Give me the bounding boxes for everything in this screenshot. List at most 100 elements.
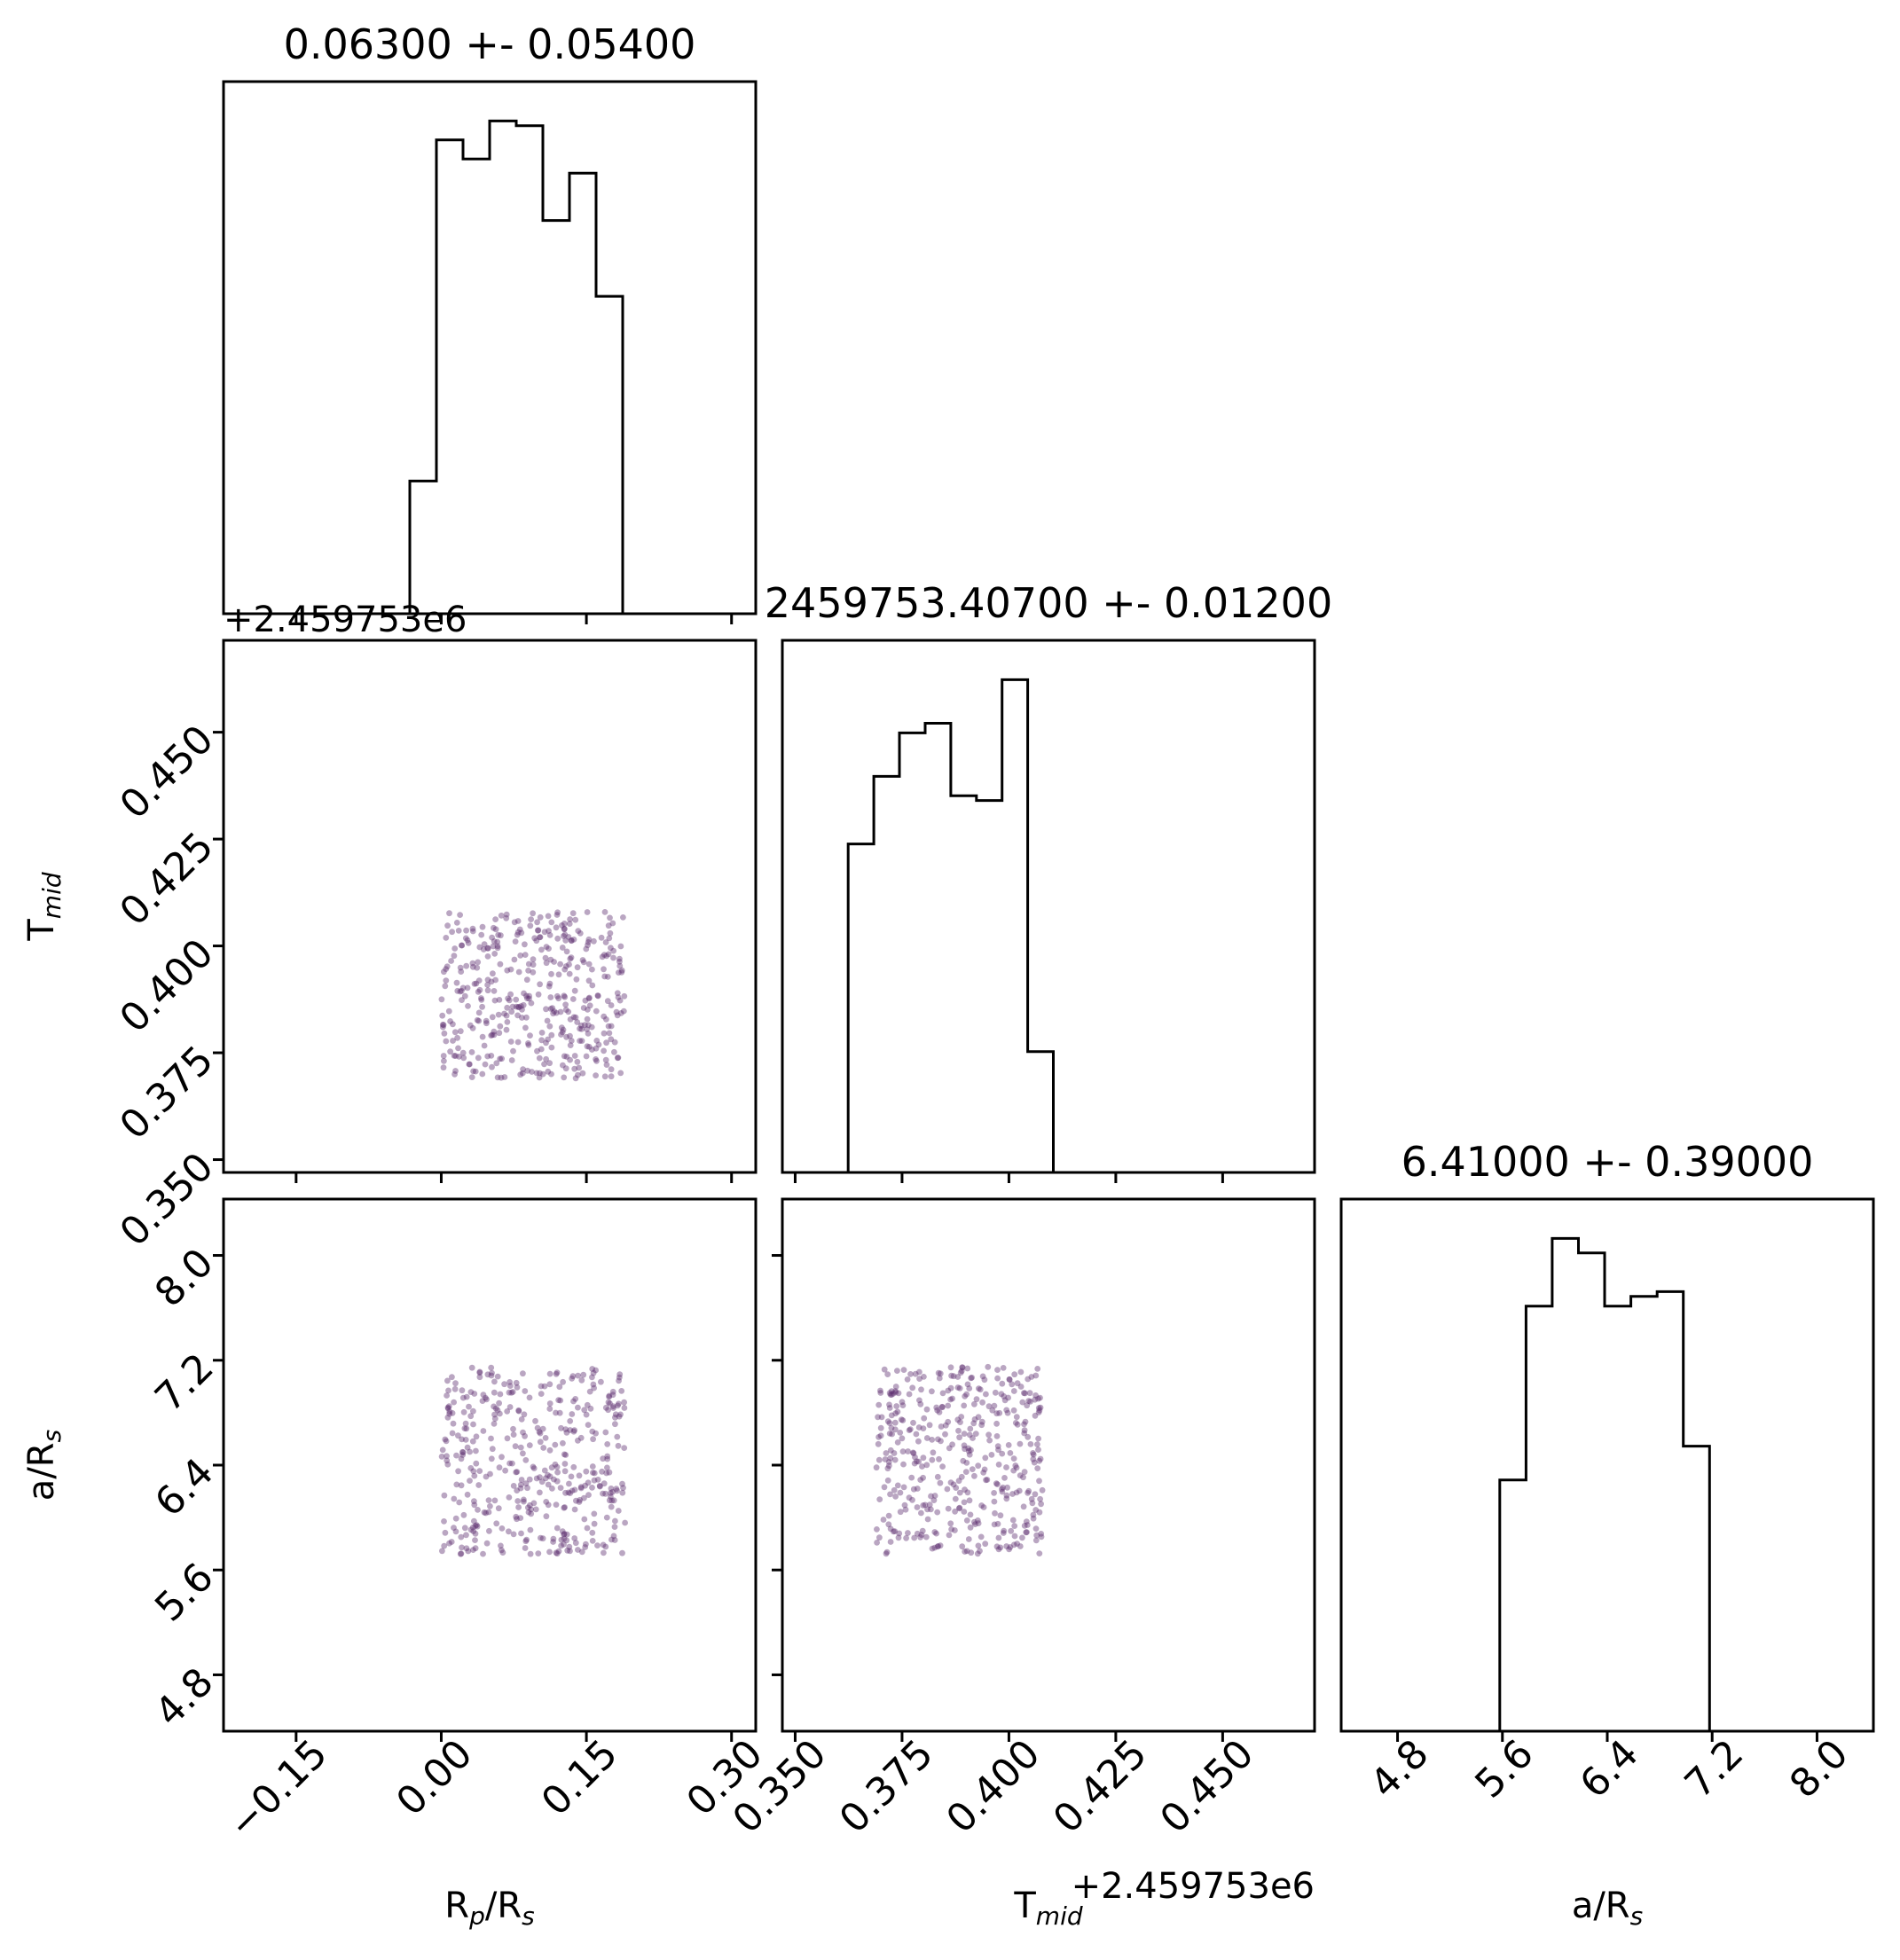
scatter-point: [468, 1364, 475, 1371]
scatter-point: [907, 1426, 914, 1432]
scatter-point: [929, 1545, 936, 1552]
scatter-point: [968, 1549, 975, 1556]
scatter-point: [888, 1412, 895, 1419]
scatter-point: [593, 1045, 600, 1052]
scatter-point: [611, 1537, 618, 1543]
scatter-point: [608, 1073, 615, 1080]
scatter-point: [962, 1446, 968, 1453]
scatter-point: [949, 1395, 955, 1402]
scatter-point: [444, 1392, 450, 1399]
scatter-point: [1009, 1491, 1016, 1497]
scatter-point: [952, 1495, 959, 1502]
scatter-point: [557, 1397, 564, 1404]
scatter-point: [937, 1479, 944, 1486]
scatter-point: [1021, 1469, 1028, 1476]
scatter-point: [614, 1012, 621, 1019]
scatter-point: [899, 1435, 906, 1442]
scatter-point: [484, 1053, 491, 1060]
scatter-point: [495, 1505, 502, 1512]
y-tick-label: 8.0: [146, 1240, 223, 1316]
scatter-point: [484, 1371, 491, 1378]
scatter-point: [923, 1435, 930, 1441]
scatter-point: [518, 1416, 525, 1423]
scatter-point: [962, 1548, 969, 1555]
scatter-point: [470, 1068, 476, 1075]
scatter-point: [1032, 1507, 1040, 1513]
scatter-point: [606, 1497, 613, 1504]
scatter-point: [936, 1409, 943, 1415]
scatter-point: [543, 1006, 549, 1013]
scatter-point: [530, 968, 537, 976]
scatter-point: [561, 1504, 568, 1511]
scatter-point: [567, 1418, 574, 1424]
scatter-point: [506, 1460, 513, 1467]
scatter-point: [473, 1433, 480, 1440]
scatter-point: [480, 1392, 487, 1399]
scatter-point: [469, 928, 476, 935]
scatter-point: [579, 957, 586, 963]
scatter-point: [972, 1521, 978, 1527]
scatter-point: [1026, 1390, 1033, 1397]
scatter-point: [566, 921, 573, 927]
scatter-point: [474, 1523, 481, 1530]
scatter-point: [1032, 1396, 1039, 1403]
scatter-point: [978, 1502, 985, 1509]
scatter-point: [514, 918, 522, 924]
scatter-point: [504, 1435, 511, 1442]
scatter-point: [933, 1404, 940, 1411]
scatter-point: [991, 1402, 998, 1409]
scatter-point: [882, 1456, 889, 1462]
scatter-point: [510, 1531, 517, 1538]
scatter-point: [561, 992, 568, 1000]
scatter-point: [619, 1549, 625, 1556]
scatter-point: [616, 958, 623, 965]
scatter-point: [456, 1054, 462, 1060]
scatter-point: [583, 1053, 590, 1060]
scatter-point: [451, 1029, 459, 1036]
scatter-point: [603, 953, 610, 960]
scatter-point: [972, 1431, 979, 1437]
scatter-point: [1001, 1527, 1008, 1534]
scatter-point: [591, 1510, 598, 1517]
scatter-point: [459, 1394, 467, 1401]
scatter-point: [561, 925, 568, 932]
scatter-point: [1010, 1541, 1017, 1548]
scatter-point: [1028, 1374, 1035, 1380]
scatter-point: [498, 1542, 504, 1549]
scatter-point: [1036, 1550, 1043, 1556]
scatter-point: [472, 1068, 479, 1075]
scatter-point: [481, 1509, 488, 1516]
scatter-point: [954, 1416, 962, 1423]
scatter-point: [947, 1520, 954, 1527]
scatter-point: [610, 947, 616, 954]
scatter-point: [512, 938, 519, 945]
scatter-point: [914, 1486, 921, 1492]
scatter-point: [489, 1014, 496, 1021]
scatter-point: [488, 1455, 495, 1462]
scatter-point: [556, 1409, 563, 1416]
scatter-point: [450, 1021, 456, 1028]
scatter-point: [555, 1397, 562, 1404]
scatter-point: [462, 935, 469, 942]
scatter-point: [445, 1007, 452, 1015]
scatter-point: [885, 1462, 892, 1470]
scatter-point: [507, 991, 514, 998]
scatter-point: [561, 921, 568, 927]
scatter-point: [577, 1484, 585, 1491]
scatter-point: [891, 1528, 899, 1534]
x-tick-label: −0.15: [220, 1731, 336, 1847]
scatter-point: [930, 1449, 937, 1456]
scatter-point: [603, 1062, 610, 1068]
scatter-point: [569, 1373, 577, 1380]
scatter-point: [900, 1484, 907, 1491]
scatter-point: [955, 1478, 962, 1485]
x-tick-label: 8.0: [1781, 1731, 1857, 1807]
scatter-point: [876, 1534, 883, 1541]
scatter-point: [1021, 1421, 1027, 1428]
scatter-point: [961, 1402, 968, 1409]
scatter-point: [530, 910, 536, 917]
scatter-point: [451, 1525, 457, 1531]
scatter-point: [917, 1400, 924, 1407]
scatter-point: [978, 1422, 985, 1429]
